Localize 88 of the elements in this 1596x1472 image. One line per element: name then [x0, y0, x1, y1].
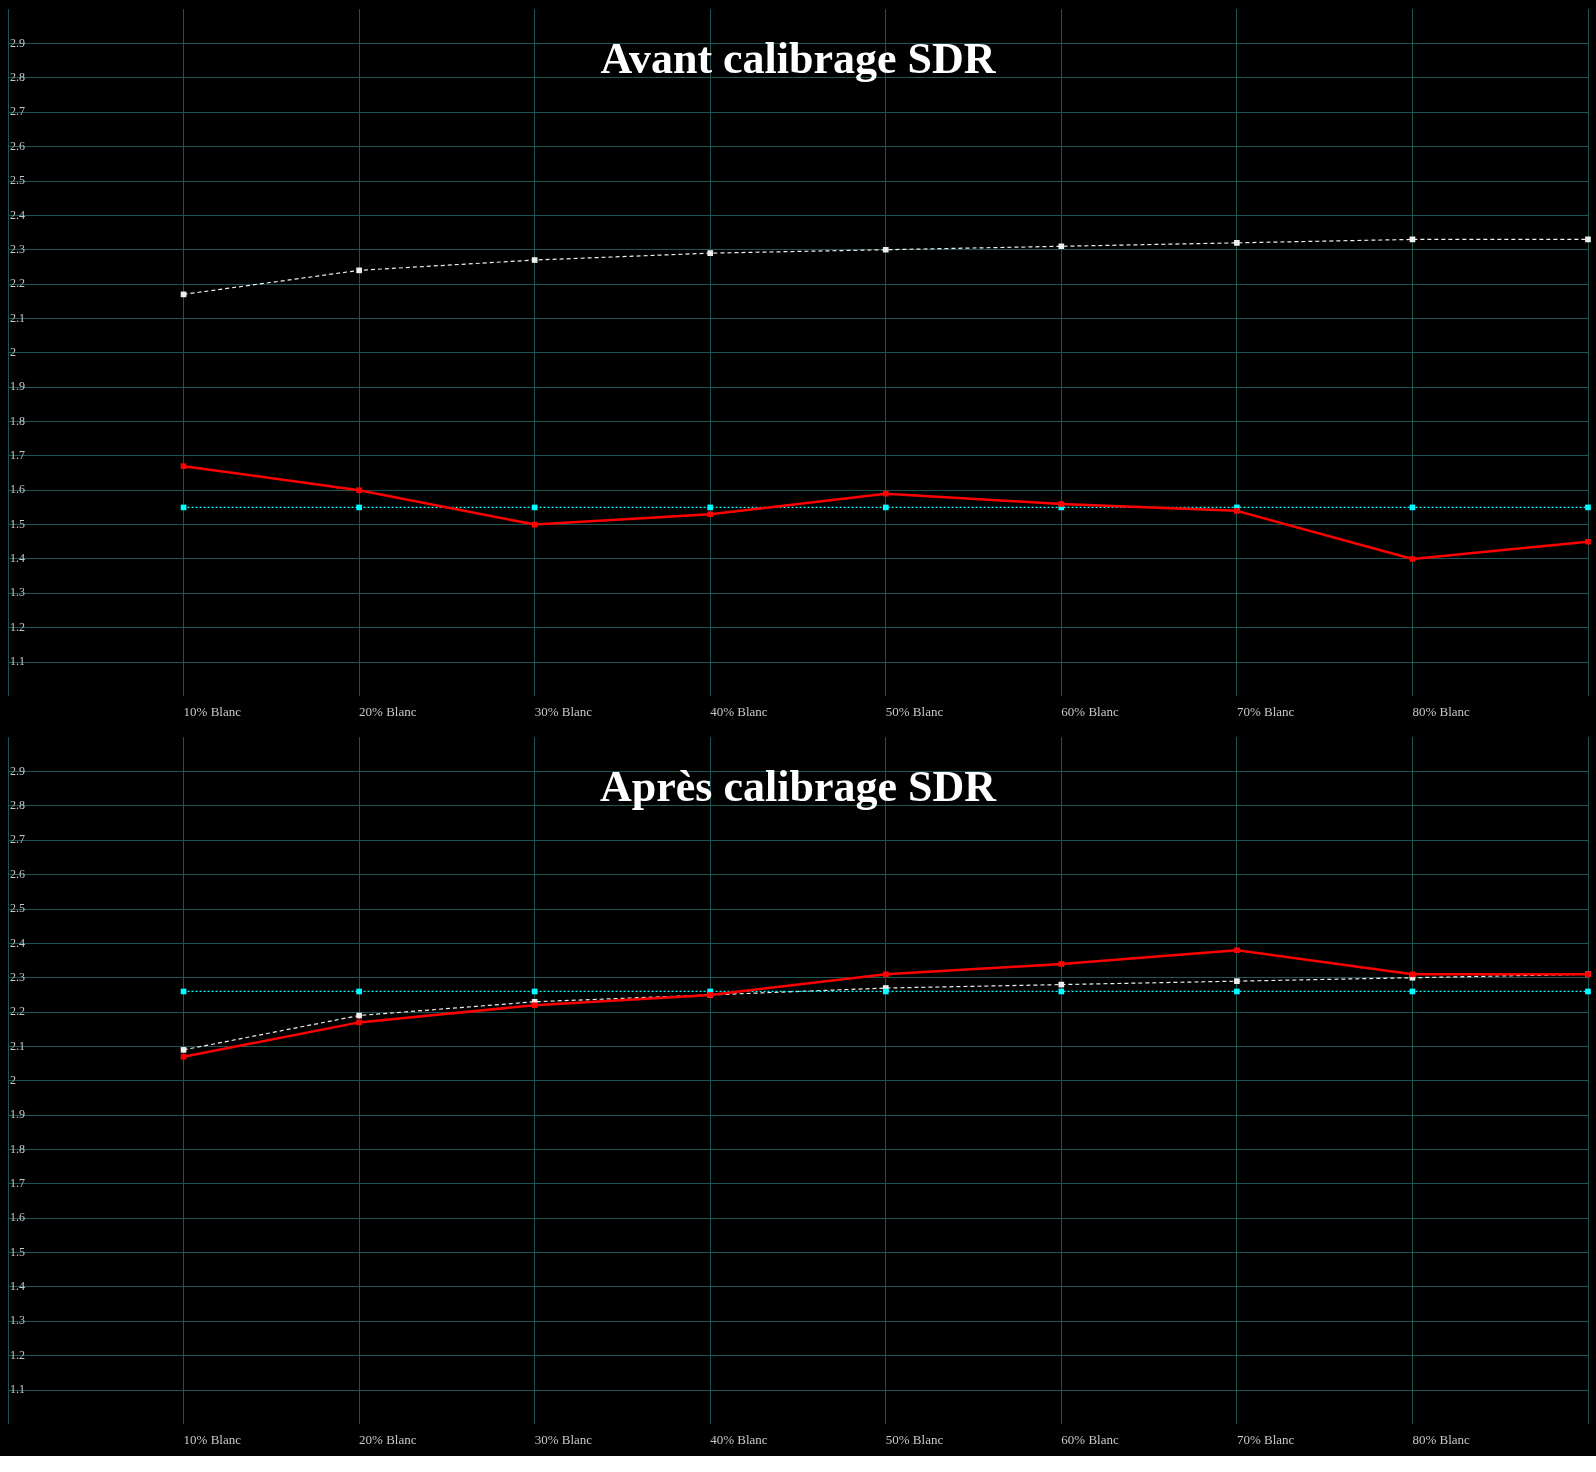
y-tick-label: 1.2	[10, 619, 25, 634]
y-tick-label: 1.6	[10, 1210, 25, 1225]
y-tick-label: 1.8	[10, 1141, 25, 1156]
y-tick-label: 1.7	[10, 448, 25, 463]
y-tick-label: 2.5	[10, 173, 25, 188]
y-tick-label: 2.7	[10, 104, 25, 119]
point	[356, 1019, 362, 1026]
point	[356, 267, 362, 274]
x-tick-label: 10% Blanc	[183, 703, 242, 719]
point	[707, 504, 714, 511]
y-tick-label: 2.2	[10, 1004, 25, 1019]
y-tick-label: 1.6	[10, 482, 25, 497]
point	[1585, 988, 1591, 995]
y-tick-label: 2.3	[10, 241, 25, 256]
y-tick-label: 2	[10, 1072, 16, 1087]
y-tick-label: 1.9	[10, 379, 25, 394]
x-tick-label: 20% Blanc	[359, 1431, 417, 1447]
point	[356, 504, 362, 511]
x-tick-label: 10% Blanc	[183, 1431, 242, 1447]
y-tick-label: 1.5	[10, 1244, 25, 1259]
point	[1058, 961, 1065, 967]
x-tick-label: 20% Blanc	[359, 703, 417, 719]
y-tick-label: 2.5	[10, 901, 25, 916]
y-tick-label: 2.9	[10, 35, 25, 50]
point	[1234, 240, 1240, 246]
y-tick-label: 2.4	[10, 207, 25, 222]
y-tick-label: 1.3	[10, 1313, 25, 1328]
point	[882, 504, 889, 511]
y-tick-label: 2.2	[10, 276, 25, 291]
x-tick-label: 80% Blanc	[1412, 1431, 1471, 1447]
point	[882, 988, 889, 995]
y-tick-label: 2	[10, 344, 16, 359]
y-tick-label: 2.8	[10, 70, 25, 85]
point	[707, 250, 714, 256]
point	[1058, 501, 1065, 507]
x-tick-label: 50% Blanc	[885, 703, 944, 719]
point	[531, 1002, 538, 1009]
point	[1409, 556, 1416, 562]
point	[1234, 978, 1240, 984]
y-tick-label: 2.9	[10, 763, 25, 778]
point	[1058, 243, 1065, 250]
y-tick-label: 2.6	[10, 138, 25, 153]
x-tick-label: 70% Blanc	[1236, 703, 1295, 719]
y-tick-label: 2.6	[10, 866, 25, 881]
point	[180, 463, 187, 470]
point	[1585, 504, 1591, 511]
point	[180, 1053, 187, 1060]
x-tick-label: 60% Blanc	[1061, 703, 1119, 719]
text: Après calibrage SDR	[600, 761, 998, 811]
point	[1234, 988, 1240, 995]
point	[1585, 538, 1591, 545]
point	[180, 1047, 187, 1053]
x-tick-label: 70% Blanc	[1236, 1431, 1295, 1447]
y-tick-label: 2.4	[10, 935, 25, 950]
y-tick-label: 1.4	[10, 551, 25, 566]
y-tick-label: 1.1	[10, 654, 25, 669]
point	[1585, 236, 1591, 243]
point	[1234, 508, 1240, 514]
x-tick-label: 40% Blanc	[710, 1431, 768, 1447]
y-tick-label: 1.3	[10, 585, 25, 600]
point	[356, 1012, 362, 1019]
point	[882, 490, 889, 497]
x-tick-label: 50% Blanc	[885, 1431, 944, 1447]
point	[882, 246, 889, 253]
y-tick-label: 2.8	[10, 798, 25, 813]
x-tick-label: 80% Blanc	[1412, 703, 1471, 719]
y-tick-label: 1.5	[10, 516, 25, 531]
point	[356, 487, 362, 494]
y-tick-label: 1.1	[10, 1382, 25, 1397]
x-tick-label: 30% Blanc	[534, 1431, 593, 1447]
y-tick-label: 2.3	[10, 969, 25, 984]
point	[1234, 947, 1240, 954]
y-tick-label: 1.2	[10, 1347, 25, 1362]
y-tick-label: 2.1	[10, 310, 25, 325]
x-tick-label: 40% Blanc	[710, 703, 768, 719]
y-tick-label: 2.1	[10, 1038, 25, 1053]
point	[531, 257, 538, 263]
y-tick-label: 1.9	[10, 1107, 25, 1122]
y-tick-label: 1.8	[10, 413, 25, 428]
point	[707, 511, 714, 518]
y-tick-label: 1.4	[10, 1279, 25, 1294]
point	[356, 988, 362, 995]
x-tick-label: 60% Blanc	[1061, 1431, 1119, 1447]
y-tick-label: 1.7	[10, 1176, 25, 1191]
point	[882, 971, 889, 978]
y-tick-label: 2.7	[10, 832, 25, 847]
text: Avant calibrage SDR	[600, 33, 997, 83]
x-tick-label: 30% Blanc	[534, 703, 593, 719]
